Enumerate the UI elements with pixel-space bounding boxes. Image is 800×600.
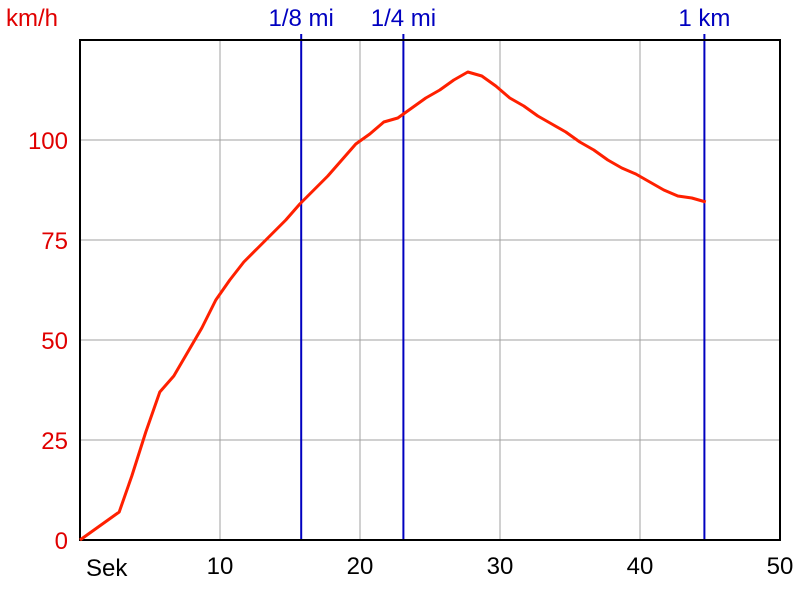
speed-series-line bbox=[79, 70, 707, 542]
y-tick-label: 75 bbox=[41, 228, 68, 255]
distance-marker-label: 1/4 mi bbox=[371, 5, 436, 32]
grid-lines bbox=[80, 40, 781, 541]
distance-marker-label: 1/8 mi bbox=[269, 5, 334, 32]
y-tick-label: 25 bbox=[41, 428, 68, 455]
y-tick-label: 100 bbox=[28, 128, 68, 155]
series-group bbox=[79, 70, 707, 542]
y-tick-label: 50 bbox=[41, 328, 68, 355]
x-axis-label: Sek bbox=[86, 555, 128, 582]
x-tick-labels: 10 20 30 40 50 bbox=[207, 553, 794, 580]
plot-frame bbox=[79, 39, 781, 541]
x-tick-label: 10 bbox=[207, 553, 234, 580]
y-tick-label: 0 bbox=[55, 528, 68, 555]
x-tick-label: 20 bbox=[347, 553, 374, 580]
y-tick-labels: 0 25 50 75 100 bbox=[28, 128, 68, 555]
y-axis-label: km/h bbox=[6, 5, 58, 32]
distance-markers: 1/8 mi 1/4 mi 1 km bbox=[269, 5, 730, 540]
x-tick-label: 30 bbox=[487, 553, 514, 580]
distance-marker-label: 1 km bbox=[678, 5, 730, 32]
x-tick-label: 40 bbox=[627, 553, 654, 580]
x-tick-label: 50 bbox=[767, 553, 794, 580]
